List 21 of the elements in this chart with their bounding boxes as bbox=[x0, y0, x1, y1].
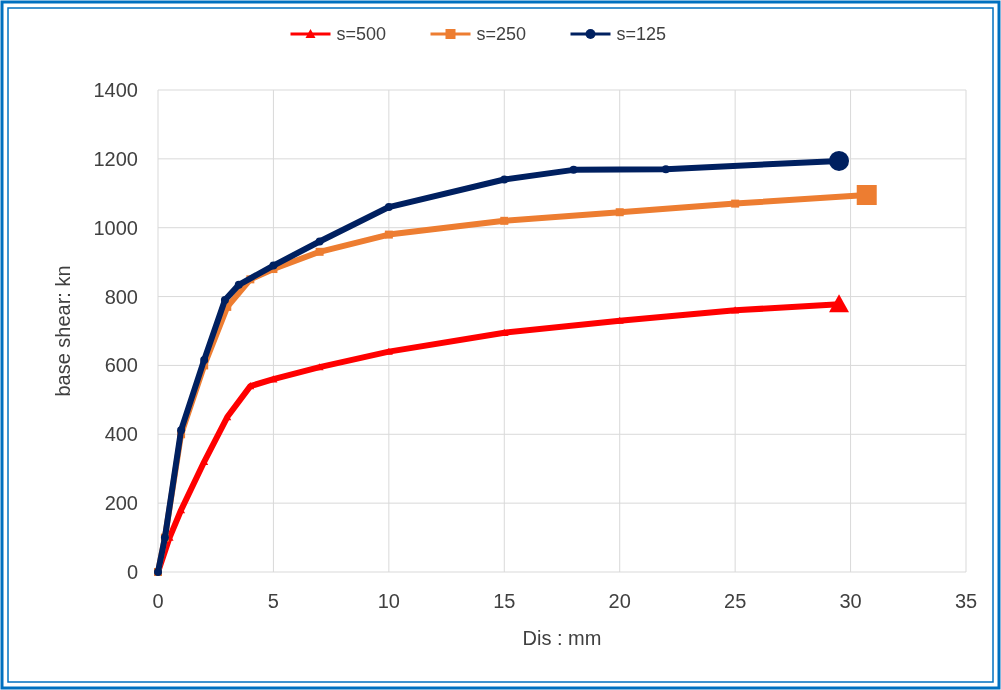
y-axis-title: base shear: kn bbox=[52, 265, 74, 397]
y-tick-label: 400 bbox=[104, 423, 138, 446]
x-tick-label: 5 bbox=[267, 590, 279, 612]
y-tick-label: 800 bbox=[104, 285, 138, 308]
x-tick-label: 35 bbox=[954, 590, 978, 612]
x-tick-label: 10 bbox=[377, 590, 400, 612]
x-tick-label: 20 bbox=[608, 590, 631, 612]
x-tick-label: 25 bbox=[724, 590, 747, 612]
y-tick-label: 1200 bbox=[93, 147, 138, 170]
y-tick-label: 200 bbox=[104, 492, 138, 515]
x-tick-label: 15 bbox=[493, 590, 516, 612]
x-tick-label: 30 bbox=[839, 590, 862, 612]
legend-label: s=250 bbox=[476, 24, 527, 44]
y-tick-label: 600 bbox=[104, 354, 138, 377]
y-tick-label: 1000 bbox=[93, 216, 138, 239]
x-axis-title: Dis : mm bbox=[522, 627, 602, 649]
legend-label: s=125 bbox=[616, 24, 667, 44]
y-tick-label: 0 bbox=[126, 561, 138, 583]
legend-label: s=500 bbox=[336, 24, 387, 44]
x-tick-label: 0 bbox=[152, 590, 164, 612]
y-tick-label: 1400 bbox=[93, 79, 138, 101]
